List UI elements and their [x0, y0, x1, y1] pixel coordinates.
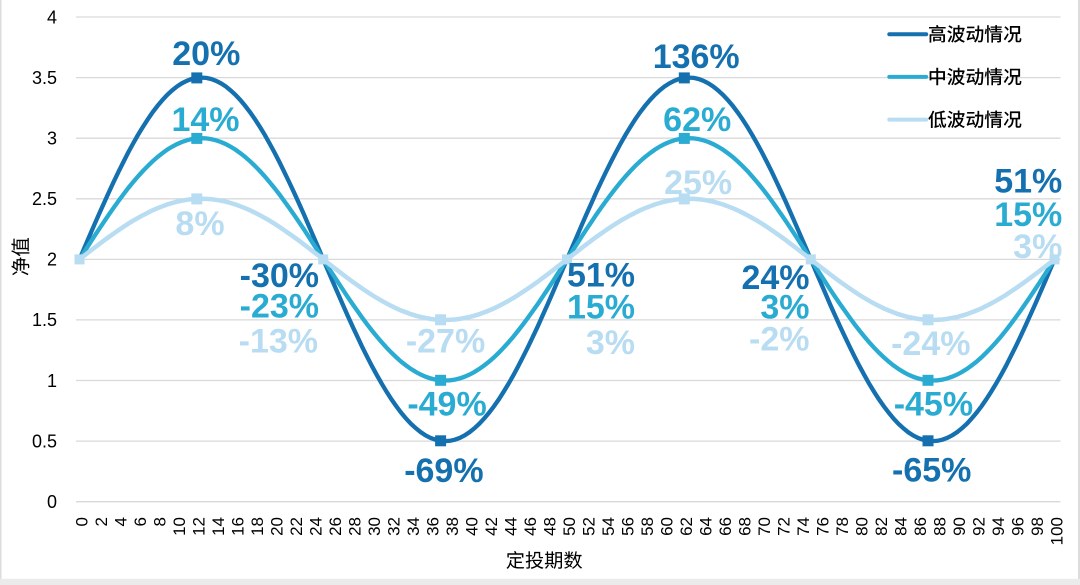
- svg-text:58: 58: [638, 517, 657, 536]
- svg-text:48: 48: [540, 517, 559, 536]
- svg-text:15%: 15%: [567, 289, 635, 327]
- svg-text:-2%: -2%: [749, 320, 809, 358]
- svg-text:3%: 3%: [760, 288, 809, 326]
- svg-text:20%: 20%: [172, 35, 240, 73]
- svg-text:3%: 3%: [586, 324, 635, 362]
- svg-text:-65%: -65%: [892, 451, 971, 489]
- svg-text:60: 60: [657, 517, 676, 536]
- svg-text:20: 20: [267, 517, 286, 536]
- svg-text:10: 10: [170, 517, 189, 536]
- svg-text:82: 82: [872, 517, 891, 536]
- svg-text:51%: 51%: [994, 162, 1062, 200]
- svg-text:4: 4: [47, 7, 57, 27]
- svg-text:76: 76: [813, 517, 832, 536]
- svg-text:-49%: -49%: [407, 385, 486, 423]
- svg-text:42: 42: [482, 517, 501, 536]
- svg-text:94: 94: [989, 517, 1008, 536]
- svg-text:51%: 51%: [567, 256, 635, 294]
- svg-text:66: 66: [716, 517, 735, 536]
- svg-text:25%: 25%: [664, 164, 732, 202]
- svg-text:34: 34: [404, 517, 423, 536]
- svg-text:52: 52: [579, 517, 598, 536]
- svg-text:2: 2: [47, 250, 57, 270]
- svg-text:-24%: -24%: [891, 325, 970, 363]
- svg-text:3.5: 3.5: [32, 68, 57, 88]
- svg-text:78: 78: [833, 517, 852, 536]
- svg-text:1: 1: [47, 371, 57, 391]
- svg-text:46: 46: [521, 517, 540, 536]
- svg-text:18: 18: [248, 517, 267, 536]
- svg-text:3: 3: [47, 129, 57, 149]
- svg-text:80: 80: [852, 517, 871, 536]
- svg-text:92: 92: [969, 517, 988, 536]
- svg-text:8: 8: [150, 517, 169, 526]
- svg-text:44: 44: [501, 517, 520, 536]
- svg-text:8%: 8%: [175, 205, 224, 243]
- svg-text:62: 62: [677, 517, 696, 536]
- svg-text:100: 100: [1047, 517, 1066, 545]
- svg-text:15%: 15%: [994, 196, 1062, 234]
- svg-text:14%: 14%: [171, 101, 239, 139]
- svg-text:-45%: -45%: [894, 386, 973, 424]
- svg-text:0: 0: [47, 492, 57, 512]
- svg-text:26: 26: [326, 517, 345, 536]
- svg-text:30: 30: [365, 517, 384, 536]
- svg-text:84: 84: [891, 517, 910, 536]
- svg-text:24: 24: [306, 517, 325, 536]
- svg-text:-13%: -13%: [239, 322, 318, 360]
- svg-text:28: 28: [345, 517, 364, 536]
- svg-text:6: 6: [131, 517, 150, 526]
- svg-text:1.5: 1.5: [32, 310, 57, 330]
- svg-text:-23%: -23%: [240, 287, 319, 325]
- svg-text:16: 16: [228, 517, 247, 536]
- svg-text:32: 32: [384, 517, 403, 536]
- svg-text:96: 96: [1008, 517, 1027, 536]
- svg-text:40: 40: [462, 517, 481, 536]
- svg-text:136%: 136%: [653, 38, 740, 76]
- svg-text:88: 88: [930, 517, 949, 536]
- svg-text:-69%: -69%: [404, 452, 483, 490]
- svg-text:22: 22: [287, 517, 306, 536]
- svg-text:-30%: -30%: [240, 257, 319, 295]
- svg-text:54: 54: [599, 517, 618, 536]
- svg-text:98: 98: [1028, 517, 1047, 536]
- svg-text:68: 68: [735, 517, 754, 536]
- svg-text:56: 56: [618, 517, 637, 536]
- svg-text:0.5: 0.5: [32, 431, 57, 451]
- svg-text:2.5: 2.5: [32, 189, 57, 209]
- svg-text:62%: 62%: [663, 101, 731, 139]
- svg-text:3%: 3%: [1013, 228, 1062, 266]
- svg-text:14: 14: [209, 517, 228, 536]
- svg-text:0: 0: [72, 517, 91, 526]
- svg-text:36: 36: [423, 517, 442, 536]
- svg-text:38: 38: [443, 517, 462, 536]
- svg-text:50: 50: [560, 517, 579, 536]
- svg-text:64: 64: [696, 517, 715, 536]
- svg-text:86: 86: [911, 517, 930, 536]
- svg-text:4: 4: [111, 517, 130, 526]
- svg-text:-27%: -27%: [406, 323, 485, 361]
- svg-text:90: 90: [950, 517, 969, 536]
- svg-text:74: 74: [794, 517, 813, 536]
- svg-text:72: 72: [774, 517, 793, 536]
- svg-text:12: 12: [189, 517, 208, 536]
- svg-text:24%: 24%: [741, 259, 809, 297]
- svg-text:2: 2: [92, 517, 111, 526]
- svg-text:70: 70: [755, 517, 774, 536]
